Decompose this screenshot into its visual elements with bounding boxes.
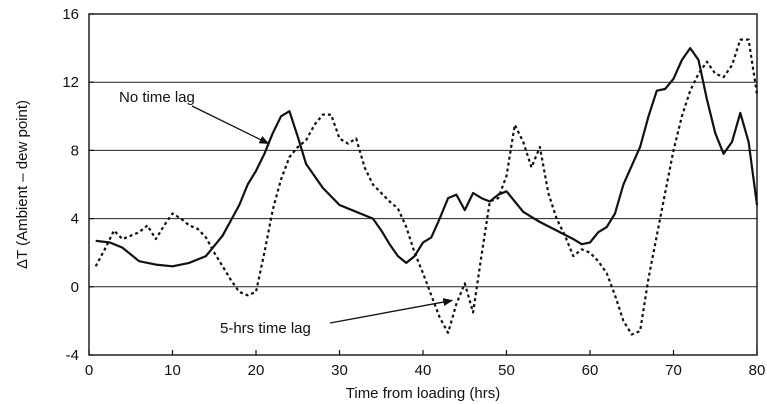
annotations: No time lag 5-hrs time lag (119, 89, 452, 337)
annotation-no-time-lag-arrow (192, 106, 269, 144)
y-tick-label: 16 (62, 6, 79, 23)
y-tick-label: -4 (66, 347, 79, 364)
y-tick-label: 8 (71, 142, 79, 159)
x-tick-label: 70 (665, 362, 682, 379)
x-tick-label: 0 (85, 362, 93, 379)
x-tick-label: 40 (415, 362, 432, 379)
y-axis-title: ΔT (Ambient – dew point) (14, 100, 31, 269)
y-tick-label: 0 (71, 279, 79, 296)
y-tick-label: 12 (62, 74, 79, 91)
plot-frame (89, 14, 757, 355)
x-tick-label: 50 (498, 362, 515, 379)
x-tick-label: 80 (749, 362, 766, 379)
y-tick-label: 4 (71, 211, 79, 228)
grid-lines (89, 82, 757, 287)
x-tick-label: 30 (331, 362, 348, 379)
annotation-5hrs-time-lag-arrow (330, 300, 452, 323)
annotation-5hrs-time-lag-label: 5-hrs time lag (220, 320, 311, 337)
series-line-5hrs-time-lag (96, 40, 757, 335)
x-tick-label: 60 (582, 362, 599, 379)
x-tick-label: 20 (248, 362, 265, 379)
annotation-no-time-lag-label: No time lag (119, 89, 195, 106)
series-lines (96, 40, 757, 335)
x-axis-title: Time from loading (hrs) (346, 385, 500, 402)
x-tick-label: 10 (164, 362, 181, 379)
